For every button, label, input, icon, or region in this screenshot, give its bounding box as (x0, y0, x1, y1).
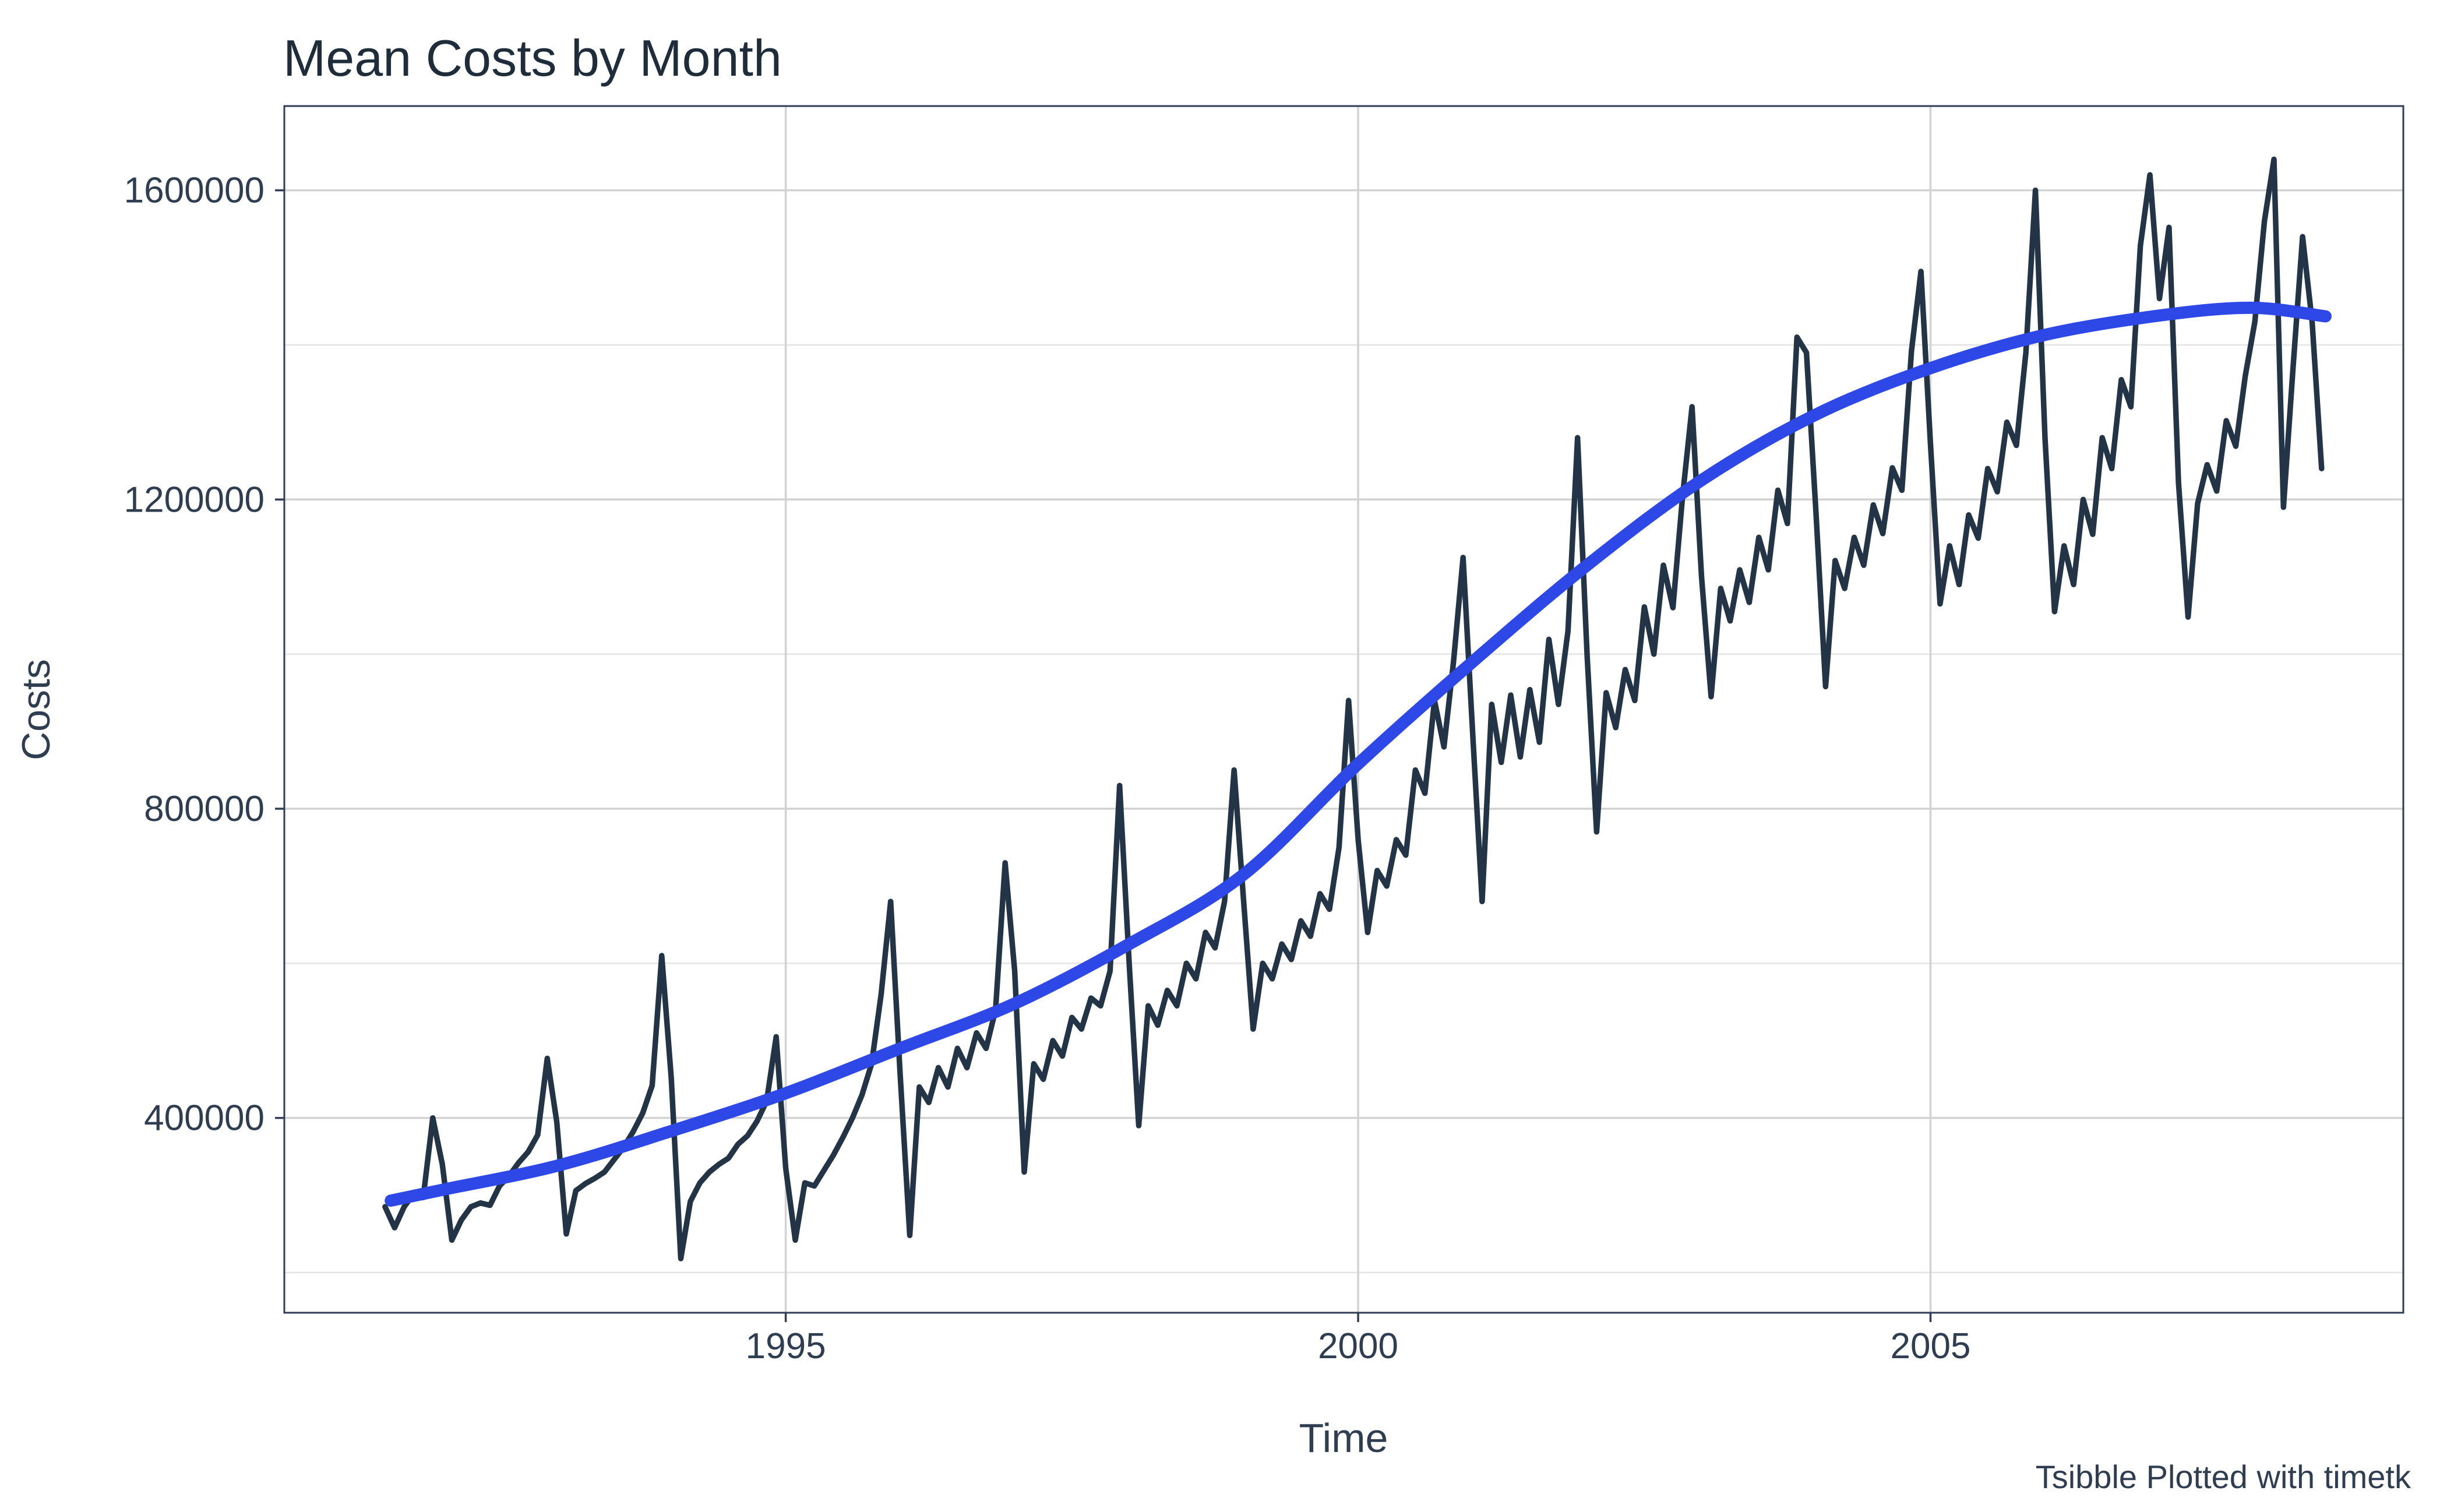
x-tick-label: 1995 (746, 1326, 826, 1366)
series-layer (382, 156, 2325, 1261)
y-tick-label: 1200000 (124, 480, 265, 520)
chart-caption: Tsibble Plotted with timetk (2036, 1458, 2411, 1495)
y-axis-title: Costs (14, 659, 58, 760)
y-tick-label: 800000 (144, 789, 265, 829)
x-tick-label: 2000 (1318, 1326, 1398, 1366)
chart-title: Mean Costs by Month (283, 29, 782, 87)
costs-series-line (382, 156, 2325, 1261)
axis-tick-labels: 400000 800000 1200000 1600000 1995 2000 2005 (124, 171, 1971, 1366)
y-tick-label: 1600000 (124, 171, 265, 211)
x-tick-label: 2005 (1891, 1326, 1971, 1366)
major-gridlines (284, 106, 2403, 1313)
y-tick-label: 400000 (144, 1098, 265, 1139)
x-axis-title: Time (1299, 1415, 1388, 1461)
trend-smooth-line (385, 301, 2332, 1207)
axis-ticks (275, 189, 1932, 1322)
panel-border (283, 105, 2404, 1314)
trend-layer (385, 301, 2332, 1207)
minor-gridlines (284, 344, 2403, 1274)
